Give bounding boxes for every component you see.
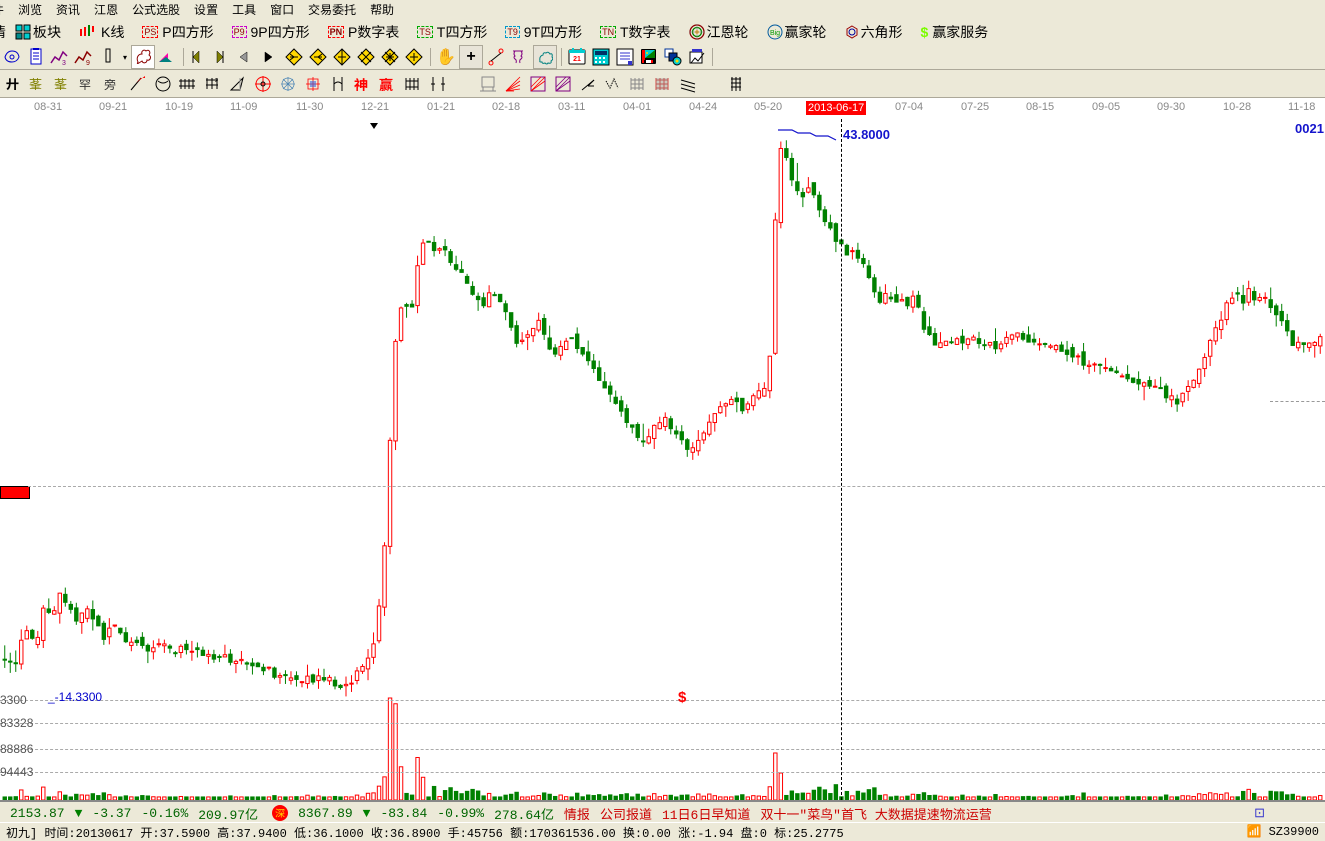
svg-text:Big: Big	[769, 30, 779, 37]
svg-text:赢: 赢	[379, 77, 393, 93]
svg-text:莑: 莑	[54, 77, 67, 92]
svg-text:2: 2	[215, 78, 218, 84]
svg-text:罕: 罕	[79, 78, 91, 92]
svg-text:莑: 莑	[29, 77, 42, 92]
svg-text:3: 3	[62, 60, 66, 66]
svg-text:9: 9	[86, 60, 90, 66]
svg-text:21: 21	[573, 56, 581, 63]
svg-text:神: 神	[354, 77, 368, 93]
svg-text:旁: 旁	[104, 78, 116, 92]
